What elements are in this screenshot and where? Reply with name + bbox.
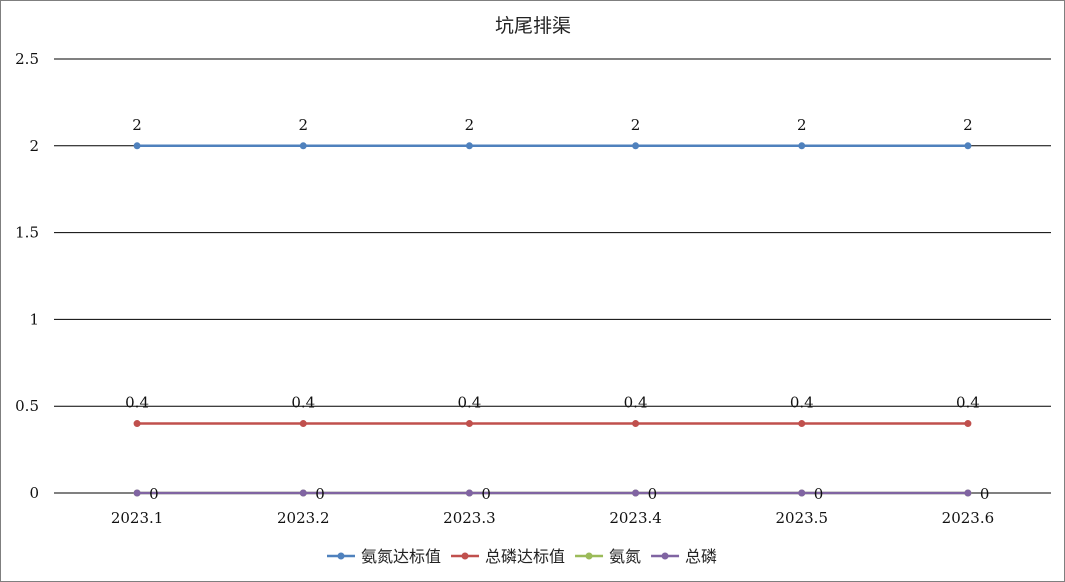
- data-point: [632, 420, 640, 428]
- data-point: [632, 489, 640, 497]
- data-point: [798, 142, 806, 150]
- data-point: [299, 142, 307, 150]
- data-point: [798, 489, 806, 497]
- gridlines: [54, 58, 1051, 494]
- y-tick-label: 2: [29, 137, 39, 155]
- y-tick-label: 1: [29, 310, 39, 328]
- y-tick-label: 0.5: [15, 397, 39, 415]
- data-label: 0: [814, 485, 824, 503]
- x-tick-label: 2023.1: [111, 509, 164, 527]
- data-label: 0: [315, 485, 325, 503]
- x-tick-label: 2023.2: [277, 509, 330, 527]
- legend-label: 氨氮: [609, 547, 641, 566]
- data-label: 0.4: [624, 394, 648, 412]
- data-label: 2: [465, 116, 475, 134]
- data-label: 0.4: [457, 394, 481, 412]
- legend-item: 总磷: [651, 547, 717, 566]
- data-label: 0.4: [956, 394, 980, 412]
- data-point: [133, 142, 141, 150]
- data-point: [133, 420, 141, 428]
- x-axis-tick-labels: 2023.1 2023.2 2023.3 2023.4 2023.5 2023.6: [111, 509, 994, 527]
- data-label: 0.4: [291, 394, 315, 412]
- data-point: [465, 142, 473, 150]
- legend-swatch-marker: [585, 552, 593, 560]
- x-tick-label: 2023.5: [776, 509, 829, 527]
- data-label: 0: [481, 485, 491, 503]
- data-point: [299, 420, 307, 428]
- legend-item: 氨氮: [575, 547, 641, 566]
- data-label: 2: [132, 116, 142, 134]
- data-point: [964, 142, 972, 150]
- legend-label: 总磷达标值: [485, 547, 565, 566]
- series-lines: [133, 142, 972, 497]
- legend: 氨氮达标值 总磷达标值 氨氮 总磷: [327, 547, 717, 566]
- legend-swatch-marker: [337, 552, 345, 560]
- data-labels: 2 2 2 2 2 2 0.4 0.4 0.4 0.4 0.4 0.4 0 0 0 0 0 0: [125, 116, 989, 503]
- legend-swatch-marker: [461, 552, 469, 560]
- data-point: [798, 420, 806, 428]
- data-label: 0.4: [790, 394, 814, 412]
- data-point: [299, 489, 307, 497]
- data-point: [632, 142, 640, 150]
- data-label: 0.4: [125, 394, 149, 412]
- data-label: 2: [298, 116, 308, 134]
- data-point: [465, 489, 473, 497]
- data-label: 2: [963, 116, 973, 134]
- data-point: [133, 489, 141, 497]
- legend-label: 氨氮达标值: [361, 547, 441, 566]
- data-point: [964, 489, 972, 497]
- y-tick-label: 2.5: [15, 50, 39, 68]
- x-tick-label: 2023.4: [609, 509, 662, 527]
- data-label: 2: [797, 116, 807, 134]
- data-label: 0: [648, 485, 658, 503]
- data-point: [465, 420, 473, 428]
- data-label: 0: [149, 485, 159, 503]
- legend-item: 总磷达标值: [451, 547, 565, 566]
- y-axis-tick-labels: 0 0.5 1 1.5 2 2.5: [15, 50, 39, 502]
- data-label: 2: [631, 116, 641, 134]
- x-tick-label: 2023.3: [443, 509, 496, 527]
- y-tick-label: 1.5: [15, 224, 39, 242]
- y-tick-label: 0: [29, 484, 39, 502]
- data-point: [964, 420, 972, 428]
- data-label: 0: [980, 485, 990, 503]
- legend-item: 氨氮达标值: [327, 547, 441, 566]
- x-tick-label: 2023.6: [942, 509, 995, 527]
- legend-label: 总磷: [685, 547, 717, 566]
- chart-title: 坑尾排渠: [495, 15, 571, 37]
- legend-swatch-marker: [661, 552, 669, 560]
